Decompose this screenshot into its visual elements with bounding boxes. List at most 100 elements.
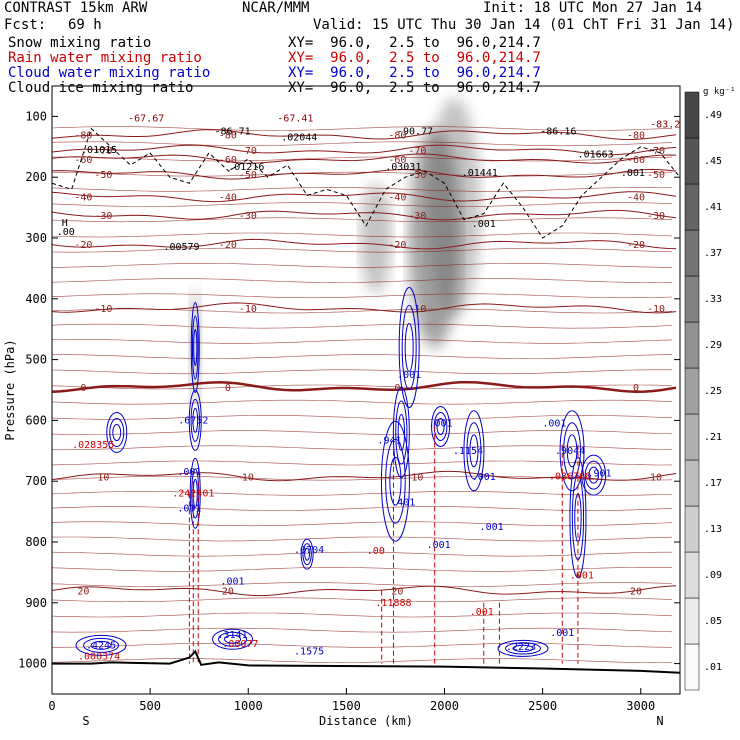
field-name-cloud-water: Cloud water mixing ratio [8,65,211,81]
contour-value-label: .00 [367,546,385,557]
cloud-water-contour [436,417,445,435]
colorbar: .01 .05 .09 .13 .17 .21 .25 .29 .33 .37 .41 .45 .49 [684,91,722,691]
cloud-water-contour [224,634,242,644]
isotherm-minor [52,612,673,618]
contour-value-label: .036768 [549,471,591,482]
isotherm-minor [52,521,673,527]
contour-value-label: H [62,218,68,229]
isotherm-label: -40 [219,193,237,204]
cloud-water-contour [302,543,312,566]
colorbar-label: .17 [704,478,722,489]
isotherm-minor [52,232,673,238]
isotherm-label: -30 [94,211,112,222]
contour-value-label: .6752 [178,415,208,426]
isotherm-label: -60 [388,155,406,166]
cloud-water-contour [212,628,254,650]
colorbar-swatch [684,551,700,599]
contour-value-label: .401 [391,498,415,509]
cloud-water-contour [189,457,201,529]
colorbar-unit: g kg⁻¹ [703,87,736,97]
cloud-water-contour [505,642,541,655]
isotherm-minor [52,643,673,648]
contour-value-label: .1154 [453,446,483,457]
isotherm-label: 0 [394,383,400,394]
isotherm-label: 20 [391,587,403,598]
cloud-water-contour [75,634,127,656]
contour-value-label: .001 [550,628,574,639]
cloud-water-contour [469,434,479,468]
colorbar-swatch [684,505,700,553]
contour-value-label: .001 [427,540,451,551]
field-name-rain: Rain water mixing ratio [8,50,202,66]
isotherm-label: -80 [388,131,406,142]
isotherm-minor [52,627,673,633]
colorbar-label: .13 [704,524,722,535]
isotherm-minor [52,551,672,557]
colorbar-swatch [684,321,700,369]
cloud-water-contour [193,328,198,366]
isotherm-label: -30 [647,211,665,222]
field-xy-cloud-ice: XY= 96.0, 2.5 to 96.0,214.7 [288,80,541,96]
isotherm-line [52,168,677,180]
y-tick-label: 100 [25,109,47,123]
isotherm-minor [52,445,673,451]
contour-value-label: -67.67 [128,113,164,124]
valid-time: Valid: 15 UTC Thu 30 Jan 14 (01 ChT Fri … [313,17,735,33]
isotherm-label: 20 [630,587,642,598]
contour-value-label: .001 [470,607,494,618]
contour-value-label: .001 [542,418,566,429]
colorbar-swatch [684,137,700,185]
contour-value-label: .00579 [163,242,199,253]
init-time: Init: 18 UTC Mon 27 Jan 14 [483,0,703,16]
contour-value-label: .01441 [462,168,498,179]
y-axis-label: Pressure (hPa) [3,339,17,440]
isotherm-label: -70 [408,146,426,157]
contour-value-label: .001 [621,168,645,179]
colorbar-label: .21 [704,432,722,443]
field-name-snow: Snow mixing ratio [8,35,152,51]
field-xy-snow: XY= 96.0, 2.5 to 96.0,214.7 [288,35,541,51]
x-tick-label: 0 [48,699,55,713]
isotherm-minor [52,384,673,390]
isotherm-minor [52,263,673,268]
field-xy-rain: XY= 96.0, 2.5 to 96.0,214.7 [288,50,541,66]
colorbar-swatch [684,229,700,277]
colorbar-label: .41 [704,202,722,213]
isotherm-label: -30 [408,211,426,222]
isotherm-label: -70 [94,146,112,157]
isotherm-label: -80 [74,131,92,142]
contour-value-label: .4245 [86,640,116,651]
cloud-water-contour [106,412,128,454]
cloud-water-contour [112,424,122,442]
cloud-water-contour [389,456,402,506]
isotherm-label: 10 [650,472,662,483]
isotherm-label: -80 [219,131,237,142]
contour-value-label: -67.41 [277,113,313,124]
isotherm-minor [52,354,673,359]
contour-value-label: .001 [472,219,496,230]
colorbar-label: .05 [704,616,722,627]
isotherm-label: -10 [647,304,665,315]
isotherm-minor [52,430,673,435]
colorbar-swatch [684,413,700,461]
isotherm-line [52,153,677,164]
isotherm-label: 0 [633,383,639,394]
contour-value-label: .9044 [555,446,585,457]
contour-value-label: .001 [177,504,201,515]
isotherm-minor [52,582,673,587]
contour-value-label: .01663 [578,150,614,161]
isotherm-label: -70 [239,146,257,157]
isotherm-label: -40 [388,193,406,204]
contour-value-label: .00 [57,227,75,238]
colorbar-swatch [684,183,700,231]
cloud-water-contour [192,407,199,433]
precip-contours [52,127,680,674]
center-name: NCAR/MMM [242,0,310,16]
x-tick-label: 2500 [528,699,557,713]
isotherm-label: -70 [647,146,665,157]
cloud-water-contour [190,398,200,442]
y-tick-label: 800 [25,535,47,549]
y-tick-label: 400 [25,292,47,306]
isotherm-label: -60 [627,155,645,166]
